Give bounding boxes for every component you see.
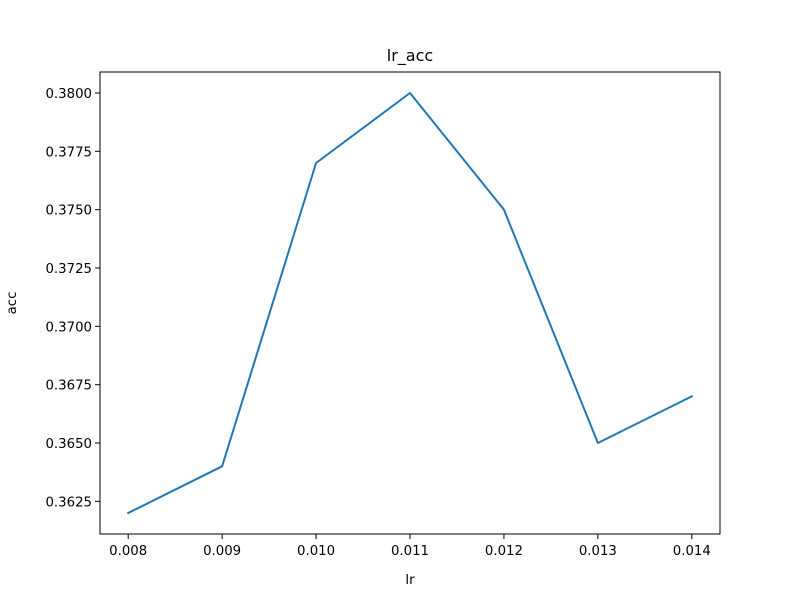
x-tick-label: 0.012 <box>485 544 523 559</box>
y-tick-label: 0.3700 <box>45 320 92 335</box>
y-tick-label: 0.3625 <box>45 495 92 510</box>
plot-frame <box>99 71 721 535</box>
x-tick-label: 0.014 <box>673 544 711 559</box>
plot-area: 0.008 0.009 0.010 0.011 0.012 0.013 0.014 0.362… <box>45 87 710 559</box>
y-tick-label: 0.3725 <box>45 262 92 277</box>
x-tick-label: 0.011 <box>391 544 429 559</box>
chart-title: lr_acc <box>387 46 433 66</box>
y-tick-label: 0.3800 <box>45 87 92 102</box>
series-line-0 <box>126 92 694 515</box>
y-tick-label: 0.3775 <box>45 145 92 160</box>
y-tick-label: 0.3650 <box>45 437 92 452</box>
x-axis-label: lr <box>405 573 415 588</box>
x-tick-label: 0.009 <box>203 544 241 559</box>
x-tick-label: 0.008 <box>109 544 147 559</box>
x-tick-label: 0.013 <box>579 544 617 559</box>
x-tick-label: 0.010 <box>297 544 335 559</box>
y-axis-label: acc <box>5 292 20 315</box>
y-tick-label: 0.3750 <box>45 204 92 219</box>
y-tick-label: 0.3675 <box>45 379 92 394</box>
